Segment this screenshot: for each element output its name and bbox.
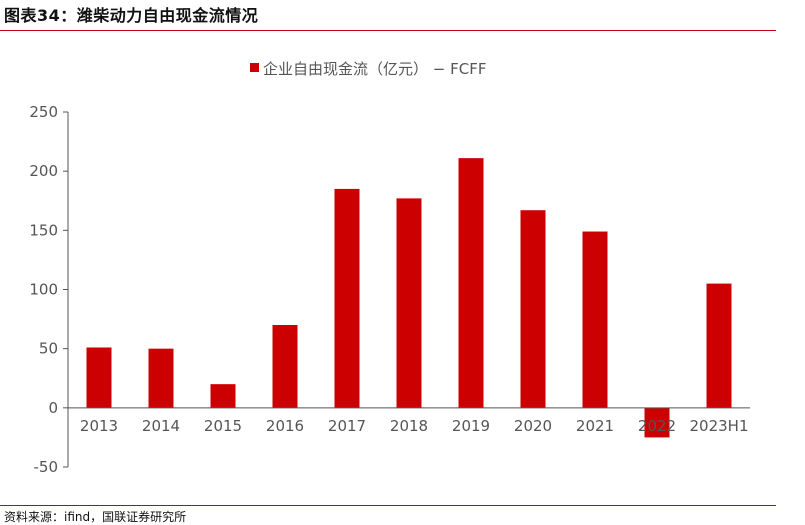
x-tick-label: 2022	[638, 417, 676, 435]
x-tick-label: 2015	[204, 417, 242, 435]
y-tick-label: 50	[39, 340, 58, 358]
bar-2022	[644, 407, 670, 438]
x-tick-label: 2016	[266, 417, 304, 435]
bar-2020	[520, 210, 546, 408]
bar-2019	[458, 158, 484, 408]
legend-label: 企业自由现金流（亿元） − FCFF	[263, 60, 486, 78]
x-tick-label: 2013	[80, 417, 118, 435]
y-tick-label: 250	[29, 103, 58, 121]
bar-2014	[148, 348, 174, 408]
bar-2016	[272, 325, 298, 408]
bar-2021	[582, 231, 608, 408]
figure-header: 图表34：潍柴动力自由现金流情况	[0, 0, 805, 30]
figure-title: 图表34：潍柴动力自由现金流情况	[4, 6, 259, 25]
y-tick-label: 100	[29, 281, 58, 299]
y-tick-label: 200	[29, 162, 58, 180]
bar-2017	[334, 188, 360, 408]
bar-2018	[396, 198, 422, 408]
bar-2015	[210, 384, 236, 408]
bottom-divider	[0, 505, 776, 506]
bar-2013	[86, 347, 112, 408]
x-tick-label: 2020	[514, 417, 552, 435]
x-tick-label: 2017	[328, 417, 366, 435]
x-tick-label: 2014	[142, 417, 180, 435]
x-tick-label: 2019	[452, 417, 490, 435]
y-tick-label: 0	[48, 399, 58, 417]
source-note: 资料来源：ifind，国联证券研究所	[4, 510, 187, 524]
fcff-bar-chart: -50 0 50 100 150 200 250 2013 2014 2015 2016 2017 20…	[29, 60, 750, 476]
top-divider	[0, 30, 776, 31]
y-tick-label: -50	[34, 458, 59, 476]
x-tick-label: 2021	[576, 417, 614, 435]
x-tick-label: 2023H1	[690, 417, 749, 435]
x-tick-label: 2018	[390, 417, 428, 435]
legend-swatch	[250, 63, 259, 72]
bar-2023H1	[706, 283, 732, 408]
y-tick-label: 150	[29, 221, 58, 239]
